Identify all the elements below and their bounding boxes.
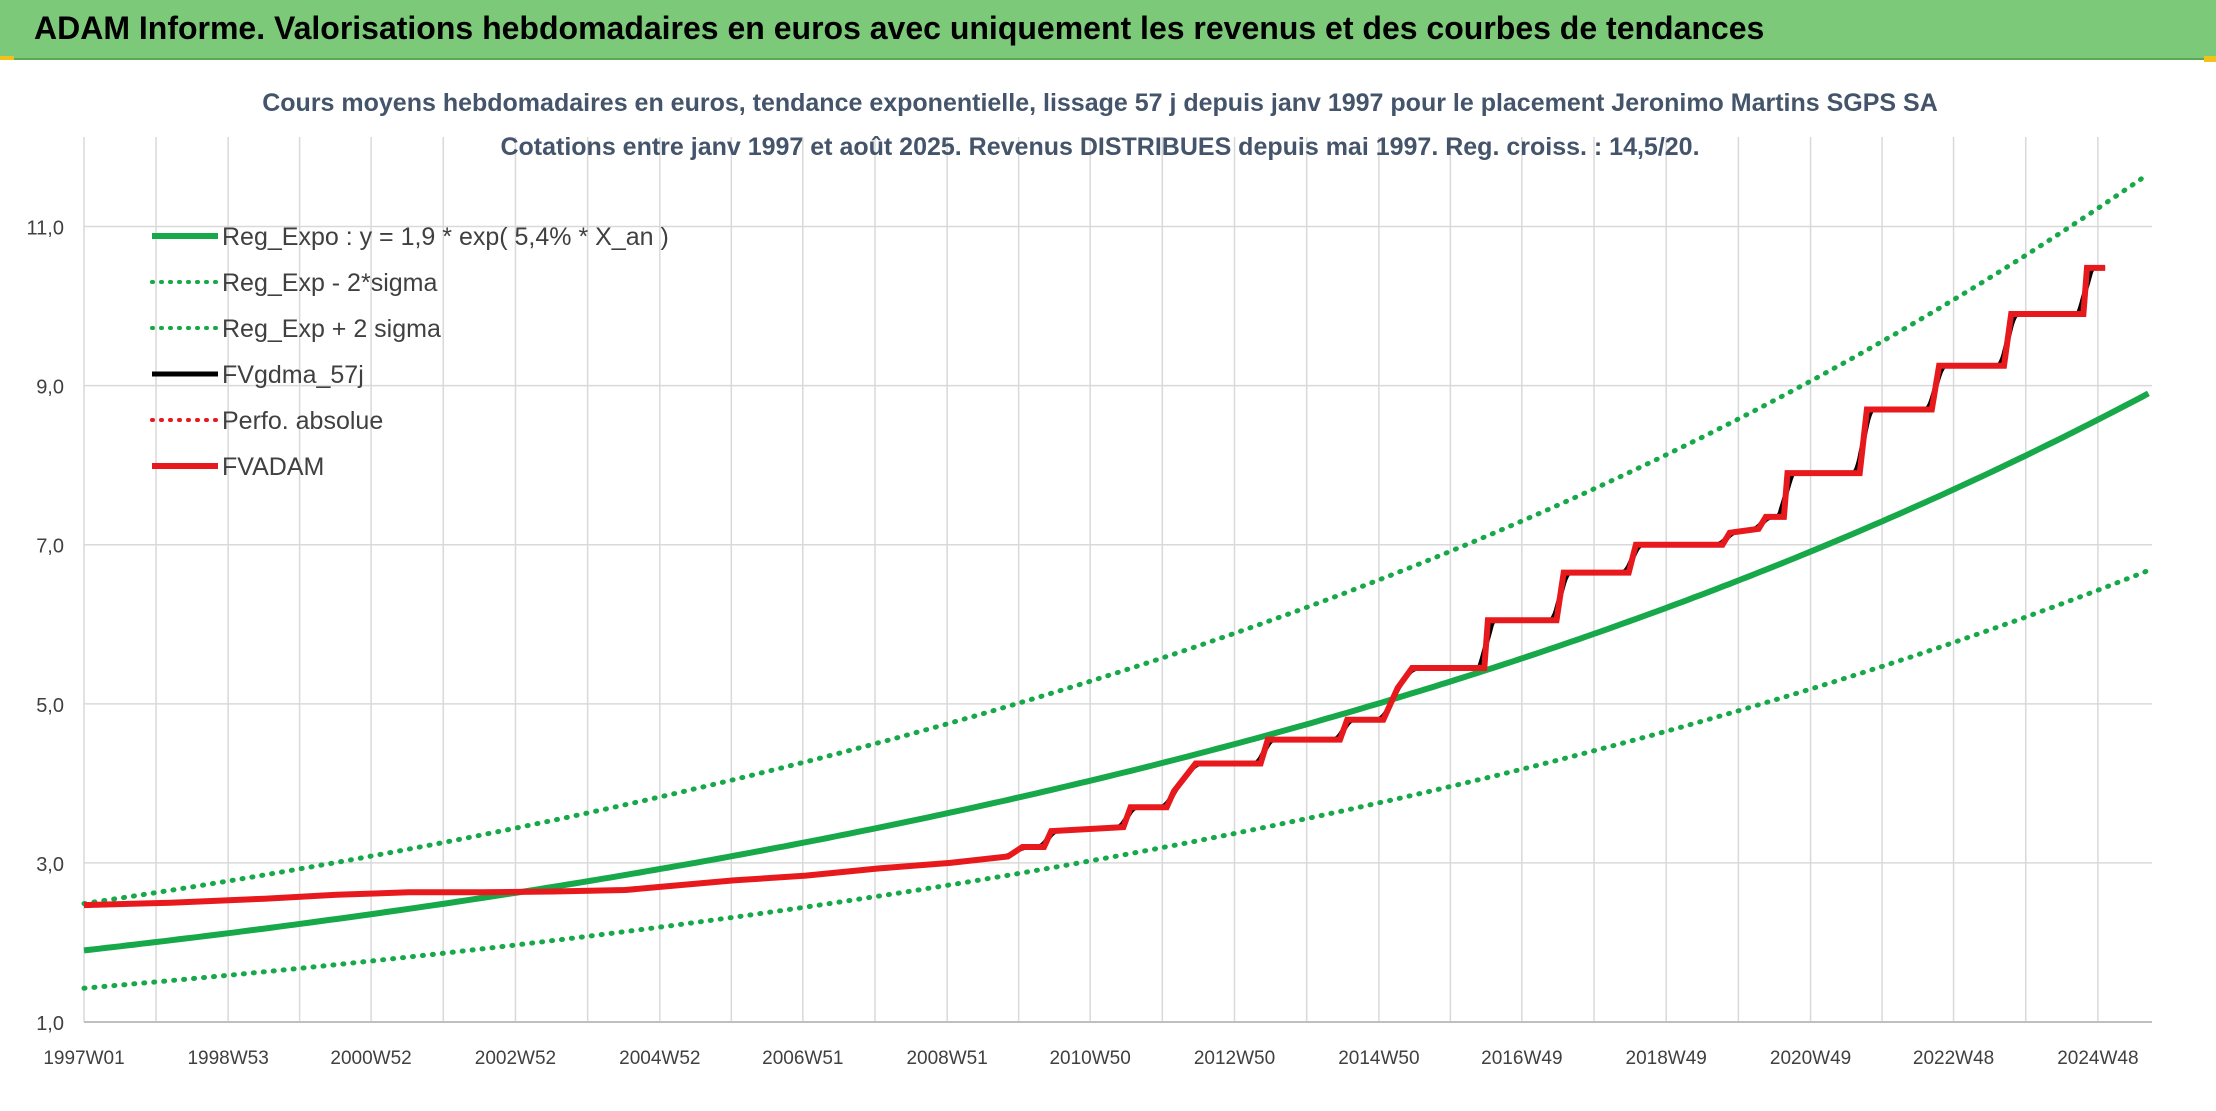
report-title: ADAM Informe. Valorisations hebdomadaire…	[34, 10, 1765, 46]
x-tick-label: 2004W52	[619, 1048, 700, 1069]
report-header: ADAM Informe. Valorisations hebdomadaire…	[0, 0, 2216, 60]
y-axis: 1,0 3,0 5,0 7,0 9,0 11,0	[27, 218, 64, 1035]
legend-item: Reg_Exp + 2 sigma	[150, 315, 441, 343]
chart-svg: Cours moyens hebdomadaires en euros, ten…	[27, 89, 2152, 1069]
x-tick-label: 2020W49	[1770, 1048, 1851, 1069]
y-tick-label: 7,0	[36, 536, 64, 558]
chart-area: Cours moyens hebdomadaires en euros, ten…	[0, 60, 2216, 1106]
x-tick-label: 2008W51	[906, 1048, 987, 1069]
x-tick-label: 2014W50	[1338, 1048, 1419, 1069]
series-perfo-absolue	[83, 266, 2106, 907]
legend-label: FVADAM	[222, 453, 324, 481]
legend-label: FVgdma_57j	[222, 361, 364, 389]
legend-item: Reg_Exp - 2*sigma	[150, 269, 437, 297]
series-layer	[81, 171, 2151, 991]
legend-item: Perfo. absolue	[150, 407, 383, 435]
y-tick-label: 5,0	[36, 695, 64, 717]
corner-marker-right	[2204, 56, 2216, 62]
chart-subtitle: Cotations entre janv 1997 et août 2025. …	[500, 133, 1699, 161]
y-tick-label: 9,0	[36, 377, 64, 399]
series-reg-exp-minus-2sigma	[81, 568, 2151, 991]
corner-marker-left	[0, 56, 14, 60]
x-tick-label: 2000W52	[330, 1048, 411, 1069]
legend-label: Reg_Exp - 2*sigma	[222, 269, 437, 297]
x-tick-label: 2022W48	[1913, 1048, 1994, 1069]
x-tick-label: 1997W01	[43, 1048, 124, 1069]
x-tick-label: 2018W49	[1626, 1048, 1707, 1069]
y-tick-label: 1,0	[36, 1013, 64, 1035]
y-tick-label: 11,0	[27, 218, 64, 240]
series-fvgdma-57j	[84, 265, 2106, 908]
x-tick-label: 2002W52	[475, 1048, 556, 1069]
legend-item: FVgdma_57j	[152, 361, 364, 389]
series-reg-exp-plus-2sigma	[81, 171, 2151, 907]
chart-title: Cours moyens hebdomadaires en euros, ten…	[262, 89, 1938, 117]
x-tick-label: 2012W50	[1194, 1048, 1275, 1069]
legend-label: Perfo. absolue	[222, 407, 383, 435]
x-tick-label: 1998W53	[187, 1048, 268, 1069]
y-tick-label: 3,0	[36, 854, 64, 876]
legend-item: FVADAM	[152, 453, 324, 481]
x-axis: 1997W01 1998W53 2000W52 2002W52 2004W52 2006W…	[43, 1048, 2138, 1069]
legend-item: Reg_Expo : y = 1,9 * exp( 5,4% * X_an )	[152, 223, 669, 251]
x-tick-label: 2006W51	[762, 1048, 843, 1069]
legend: Reg_Expo : y = 1,9 * exp( 5,4% * X_an ) R…	[150, 223, 669, 481]
legend-label: Reg_Exp + 2 sigma	[222, 315, 441, 343]
legend-label: Reg_Expo : y = 1,9 * exp( 5,4% * X_an )	[222, 223, 669, 251]
x-tick-label: 2010W50	[1049, 1048, 1130, 1069]
series-fvadam	[83, 264, 2106, 909]
series-reg-expo	[83, 390, 2150, 954]
x-tick-label: 2016W49	[1481, 1048, 1562, 1069]
x-tick-label: 2024W48	[2057, 1048, 2138, 1069]
